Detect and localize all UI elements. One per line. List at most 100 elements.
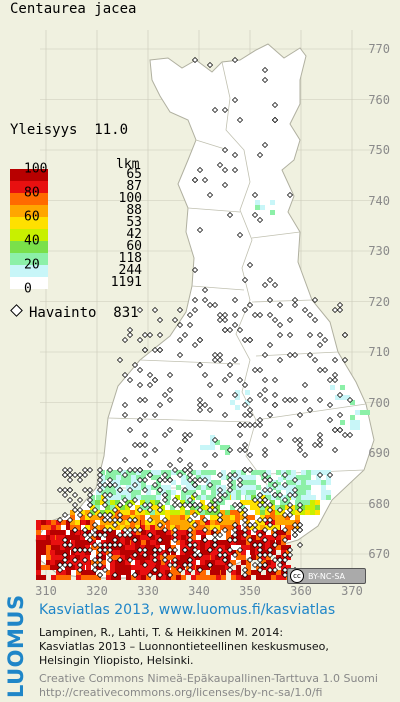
abundance-cell xyxy=(46,550,51,555)
observation-marker xyxy=(171,531,179,539)
observation-marker xyxy=(231,521,239,529)
observation-marker xyxy=(226,566,234,574)
abundance-cell xyxy=(180,565,185,570)
abundance-cell xyxy=(201,495,206,500)
abundance-cell xyxy=(190,520,195,525)
abundance-cell xyxy=(246,530,251,535)
abundance-cell xyxy=(70,565,75,570)
abundance-cell xyxy=(180,550,185,555)
abundance-cell xyxy=(125,555,130,560)
observation-marker xyxy=(261,351,269,359)
observation-marker xyxy=(116,556,124,564)
abundance-cell xyxy=(266,575,271,580)
observation-marker xyxy=(336,391,344,399)
abundance-cell xyxy=(241,555,246,560)
abundance-cell xyxy=(326,475,331,480)
abundance-cell xyxy=(326,495,331,500)
abundance-cell xyxy=(265,545,270,550)
abundance-cell xyxy=(161,530,166,535)
observation-marker xyxy=(276,301,284,309)
abundance-cell xyxy=(191,470,196,475)
abundance-cell xyxy=(36,575,41,580)
abundance-cell xyxy=(225,525,230,530)
abundance-cell xyxy=(241,545,246,550)
abundance-cell xyxy=(185,540,190,545)
cc-license-badge[interactable]: cc BY-NC-SA xyxy=(287,568,366,584)
observation-marker xyxy=(81,486,89,494)
abundance-cell xyxy=(220,560,225,565)
observation-marker xyxy=(176,501,184,509)
abundance-cell xyxy=(156,560,161,565)
abundance-cell xyxy=(165,565,170,570)
atlas-link[interactable]: Kasviatlas 2013, www.luomus.fi/kasviatla… xyxy=(39,602,336,618)
abundance-cell xyxy=(65,560,70,565)
abundance-cell xyxy=(316,470,321,475)
abundance-cell xyxy=(205,540,210,545)
abundance-cell xyxy=(255,200,260,205)
abundance-cell xyxy=(251,475,256,480)
abundance-cell xyxy=(130,550,135,555)
abundance-cell xyxy=(156,495,161,500)
abundance-cell xyxy=(131,495,136,500)
observation-marker xyxy=(141,561,149,569)
observation-marker xyxy=(231,96,239,104)
abundance-cell xyxy=(106,495,111,500)
abundance-cell xyxy=(235,390,240,395)
observation-marker xyxy=(151,566,159,574)
observation-marker xyxy=(116,516,124,524)
legend-count: 87 xyxy=(126,179,142,194)
abundance-cell xyxy=(176,535,181,540)
observation-marker xyxy=(226,371,234,379)
observation-marker xyxy=(311,296,319,304)
abundance-cell xyxy=(305,505,310,510)
abundance-cell xyxy=(230,520,235,525)
legend-scale-label: 100 xyxy=(24,161,48,177)
abundance-cell xyxy=(116,575,121,580)
abundance-cell xyxy=(106,550,111,555)
abundance-cell xyxy=(135,545,140,550)
abundance-cell xyxy=(156,575,161,580)
abundance-cell xyxy=(186,565,191,570)
abundance-cell xyxy=(61,570,66,575)
observation-marker xyxy=(101,566,109,574)
abundance-cell xyxy=(240,515,245,520)
abundance-cell xyxy=(90,525,95,530)
abundance-cell xyxy=(126,490,131,495)
abundance-cell xyxy=(55,540,60,545)
abundance-cell xyxy=(75,545,80,550)
abundance-cell xyxy=(311,470,316,475)
abundance-cell xyxy=(206,470,211,475)
abundance-cell xyxy=(115,565,120,570)
abundance-cell xyxy=(51,555,56,560)
observation-marker xyxy=(156,401,164,409)
license-url[interactable]: http://creativecommons.org/licenses/by-n… xyxy=(39,686,323,699)
observation-marker xyxy=(261,66,269,74)
observation-marker xyxy=(136,546,144,554)
abundance-cell xyxy=(61,575,66,580)
observation-marker xyxy=(256,541,264,549)
observation-marker xyxy=(146,531,154,539)
abundance-cell xyxy=(251,570,256,575)
observation-marker xyxy=(226,486,234,494)
observation-marker xyxy=(246,411,254,419)
abundance-cell xyxy=(56,570,61,575)
observation-marker xyxy=(101,531,109,539)
abundance-cell xyxy=(321,470,326,475)
observation-marker xyxy=(261,501,269,509)
abundance-cell xyxy=(85,510,90,515)
x-axis-label: 370 xyxy=(341,584,363,598)
observation-marker xyxy=(141,411,149,419)
abundance-cell xyxy=(171,480,176,485)
abundance-cell xyxy=(160,565,165,570)
observation-marker xyxy=(161,516,169,524)
abundance-cell xyxy=(90,500,95,505)
observation-marker xyxy=(336,306,344,314)
citation: Lampinen, R., Lahti, T. & Heikkinen M. 2… xyxy=(39,626,329,668)
observation-marker xyxy=(151,546,159,554)
abundance-cell xyxy=(130,545,135,550)
observation-marker xyxy=(141,331,149,339)
observation-marker xyxy=(216,351,224,359)
abundance-cell xyxy=(110,500,115,505)
observation-marker xyxy=(271,541,279,549)
observation-marker xyxy=(346,431,354,439)
